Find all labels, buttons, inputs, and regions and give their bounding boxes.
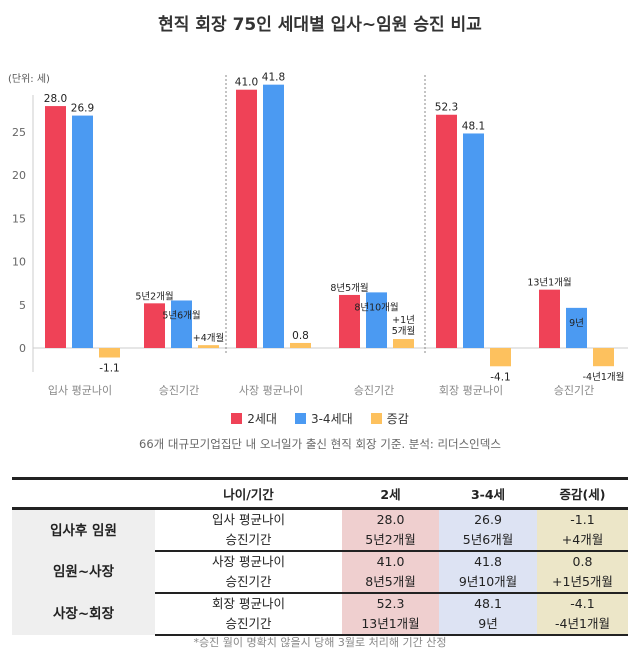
header-3-4th: 3-4세 (439, 477, 537, 510)
x-category-label: 승진기간 (554, 384, 594, 397)
bar (72, 115, 93, 348)
unit-label: (단위: 세) (8, 72, 50, 85)
table-row: 승진기간 13년1개월 9년 -4년1개월 (12, 614, 628, 636)
x-category-label: 승진기간 (354, 384, 394, 397)
data-label: 9년 (569, 318, 584, 329)
footnote: *승진 월이 명확치 않을시 당해 3월로 처리해 기간 산정 (193, 636, 447, 649)
data-label: 5개월 (392, 325, 416, 337)
data-label: 41.8 (262, 72, 285, 84)
data-label: -1.1 (99, 363, 120, 375)
bar-chart: (단위: 세) 0 5 10 15 20 25 입사 평균나이 28.0 26.9 -1.1 승진기간… (8, 72, 628, 397)
y-tick-label: 25 (12, 126, 26, 139)
row-group-label: 입사후 임원 (12, 508, 155, 551)
table-cell: 9년 (439, 614, 537, 636)
table-cell: 회장 평균나이 (212, 596, 285, 611)
data-label: 0.8 (292, 330, 309, 342)
table-cell: 41.0 (342, 551, 439, 572)
x-category-label: 승진기간 (159, 384, 199, 397)
comparison-table: 나이/기간 2세 3-4세 증감(세) 입사후 임원 입사 평균나이 28.0 26.… (12, 477, 628, 636)
table-cell: 13년1개월 (342, 614, 439, 636)
y-tick-label: 20 (12, 169, 26, 182)
table-cell: 사장 평균나이 (212, 554, 285, 569)
bar (463, 133, 484, 348)
table-cell: 9년10개월 (439, 572, 537, 594)
table-cell: -4.1 (537, 593, 628, 614)
x-category-label: 회장 평균나이 (439, 384, 503, 397)
bar (436, 114, 457, 348)
table-cell: 41.8 (439, 551, 537, 572)
table-cell: 5년6개월 (439, 530, 537, 552)
data-label: -4.1 (490, 371, 511, 383)
data-label: -4년1개월 (583, 371, 625, 383)
data-label: 5년6개월 (162, 309, 200, 321)
bar (236, 89, 257, 348)
bar (393, 339, 414, 348)
header-change: 증감(세) (537, 477, 628, 510)
table-cell: 28.0 (342, 508, 439, 530)
table-cell: -4년1개월 (537, 614, 628, 636)
bar (144, 303, 165, 348)
table-cell: 승진기간 (155, 614, 342, 636)
table-cell: +4개월 (537, 530, 628, 552)
table-cell: 승진기간 (155, 572, 342, 594)
data-label: +1년 (392, 315, 415, 326)
header-blank (12, 477, 155, 510)
bar (45, 106, 66, 348)
bar (339, 294, 360, 348)
data-label: 8년5개월 (330, 282, 368, 294)
bar (566, 307, 587, 348)
data-label: +4개월 (193, 332, 224, 344)
legend: 2세대 3-4세대 증감 (0, 410, 640, 427)
y-tick-label: 5 (19, 299, 26, 312)
header-age-period: 나이/기간 (155, 477, 342, 510)
bar (593, 348, 614, 367)
y-tick-label: 0 (19, 342, 26, 355)
bar (290, 342, 311, 348)
data-label: 13년1개월 (527, 277, 571, 289)
table-row: 승진기간 8년5개월 9년10개월 +1년5개월 (12, 572, 628, 594)
table-cell: 0.8 (537, 551, 628, 572)
table-row: 사장~회장 회장 평균나이 52.3 48.1 -4.1 (12, 593, 628, 635)
table-cell: 8년5개월 (342, 572, 439, 594)
table-row: 입사후 임원 입사 평균나이 28.0 26.9 -1.1 (12, 508, 628, 551)
data-label: 26.9 (71, 103, 94, 115)
row-group-label: 임원~사장 (12, 551, 155, 593)
table-cell: 26.9 (439, 508, 537, 530)
x-category-label: 입사 평균나이 (48, 384, 112, 397)
data-label: 52.3 (435, 102, 458, 114)
bar (263, 84, 284, 348)
bar (490, 348, 511, 367)
y-tick-label: 15 (12, 212, 26, 225)
legend-item-change[interactable]: 증감 (370, 410, 409, 427)
x-category-label: 사장 평균나이 (239, 384, 303, 397)
row-group-label: 사장~회장 (12, 593, 155, 635)
bar (198, 345, 219, 348)
table-cell: +1년5개월 (537, 572, 628, 594)
table-cell: 5년2개월 (342, 530, 439, 552)
bar (99, 348, 120, 358)
bar (366, 292, 387, 348)
legend-item-3-4th-gen[interactable]: 3-4세대 (294, 410, 353, 427)
table-cell: 52.3 (342, 593, 439, 614)
table-cell: 승진기간 (155, 530, 342, 552)
table-cell: -1.1 (537, 508, 628, 530)
source-note: 66개 대규모기업집단 내 오너일가 출신 현직 회장 기준. 분석: 리더스인… (139, 437, 501, 451)
y-tick-label: 10 (12, 256, 26, 269)
table-row: 승진기간 5년2개월 5년6개월 +4개월 (12, 530, 628, 552)
data-label: 28.0 (44, 93, 67, 105)
header-2nd: 2세 (342, 477, 439, 510)
table-row: 임원~사장 사장 평균나이 41.0 41.8 0.8 (12, 551, 628, 593)
table-cell: 48.1 (439, 593, 537, 614)
data-label: 5년2개월 (135, 290, 173, 302)
bar (171, 300, 192, 348)
table-cell: 입사 평균나이 (212, 512, 285, 527)
data-label: 41.0 (235, 77, 258, 89)
legend-item-2nd-gen[interactable]: 2세대 (231, 410, 277, 427)
bar (539, 289, 560, 348)
chart-title: 현직 회장 75인 세대별 입사~임원 승진 비교 (158, 15, 482, 35)
data-label: 48.1 (462, 120, 485, 132)
data-label: 8년10개월 (354, 301, 398, 313)
